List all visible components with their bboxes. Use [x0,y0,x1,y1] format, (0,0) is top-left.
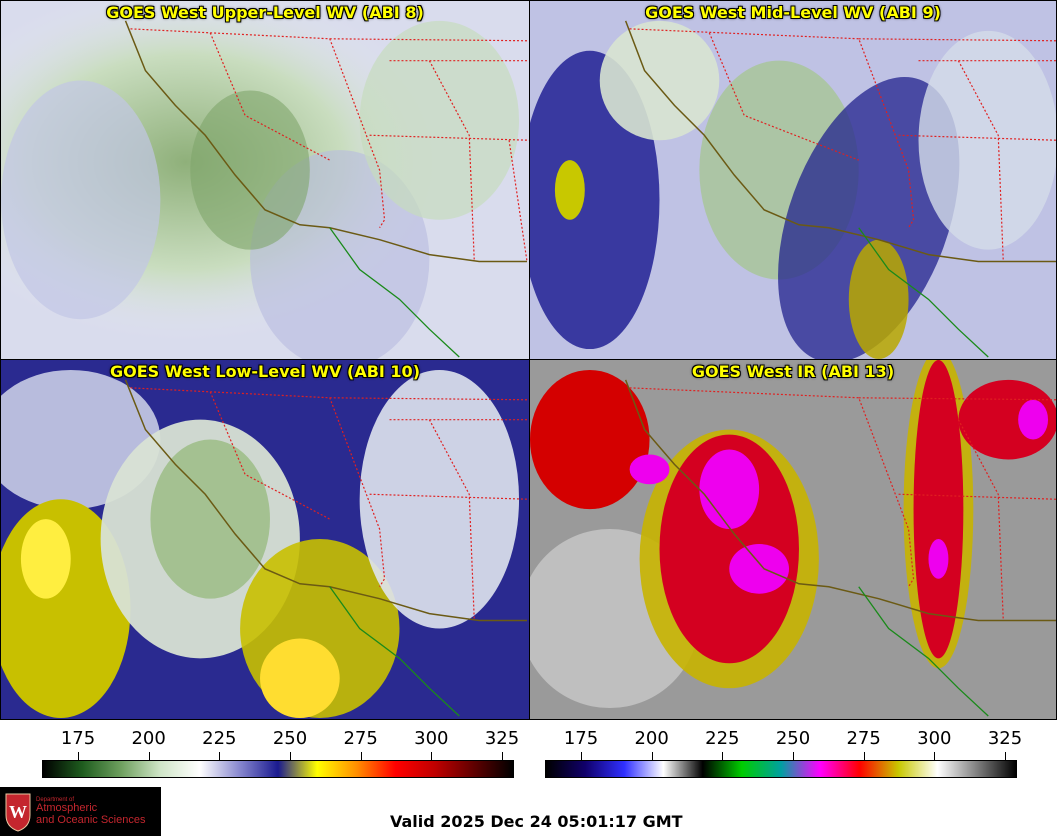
colorbar-tick-mark [78,752,79,760]
panel-title: GOES West IR (ABI 13) [691,362,895,381]
colorbar-tick-mark [934,752,936,760]
colorbar-tick-mark [793,752,794,760]
colorbar-tick-label: 325 [484,728,520,749]
colorbar-tick-label: 300 [414,728,449,749]
colorbar-tick-mark [651,752,653,760]
colorbar-tick-label: 200 [634,728,669,749]
low-level-wv-image [1,360,529,719]
svg-text:W: W [9,802,27,822]
colorbar-tick-label: 175 [60,728,96,749]
colorbar-tick-mark [219,752,221,760]
mid-level-wv-panel: GOES West Mid-Level WV (ABI 9) [529,0,1057,360]
wv-colorbar-ticks: 175 200 225 250 275 300 325 [42,728,519,760]
colorbar-tick-mark [148,752,150,760]
colorbar-tick-label: 250 [775,728,811,749]
colorbar-tick-mark [1005,752,1006,760]
upper-level-wv-image [1,1,529,359]
ir-panel: GOES West IR (ABI 13) [529,359,1057,720]
colorbar-tick-label: 275 [343,728,378,749]
panel-title: GOES West Mid-Level WV (ABI 9) [645,3,941,22]
colorbar-tick-mark [722,752,724,760]
ir-colorbar [545,760,1017,778]
logo-line1: Atmospheric [36,802,98,815]
colorbar-tick-label: 250 [272,728,308,749]
colorbar-tick-label: 275 [846,728,881,749]
colorbar-tick-mark [290,752,291,760]
colorbar-tick-mark [502,752,503,760]
wv-colorbar [42,760,514,778]
uw-seal-icon: W [5,793,31,832]
colorbar-tick-mark [581,752,582,760]
colorbar-tick-label: 175 [563,728,599,749]
colorbar-tick-label: 200 [131,728,166,749]
panel-title: GOES West Low-Level WV (ABI 10) [109,362,420,381]
upper-level-wv-panel: GOES West Upper-Level WV (ABI 8) [0,0,530,360]
panel-title: GOES West Upper-Level WV (ABI 8) [106,3,424,22]
colorbar-tick-mark [431,752,433,760]
logo-text: Department of Atmospheric and Oceanic Sc… [36,797,145,826]
mid-level-wv-image [530,1,1056,359]
ir-colorbar-ticks: 175 200 225 250 275 300 325 [545,728,1022,760]
colorbar-tick-label: 325 [987,728,1023,749]
valid-time: Valid 2025 Dec 24 05:01:17 GMT [390,812,683,831]
low-level-wv-panel: GOES West Low-Level WV (ABI 10) [0,359,530,720]
logo-line2: and Oceanic Sciences [36,813,146,826]
logo-dept: Department of [36,796,75,803]
colorbar-tick-mark [863,752,865,760]
aos-logo: W Department of Atmospheric and Oceanic … [0,787,161,836]
colorbar-tick-label: 225 [705,728,740,749]
colorbar-tick-label: 300 [917,728,952,749]
colorbar-tick-mark [360,752,362,760]
colorbar-tick-label: 225 [202,728,237,749]
ir-image [530,360,1056,719]
